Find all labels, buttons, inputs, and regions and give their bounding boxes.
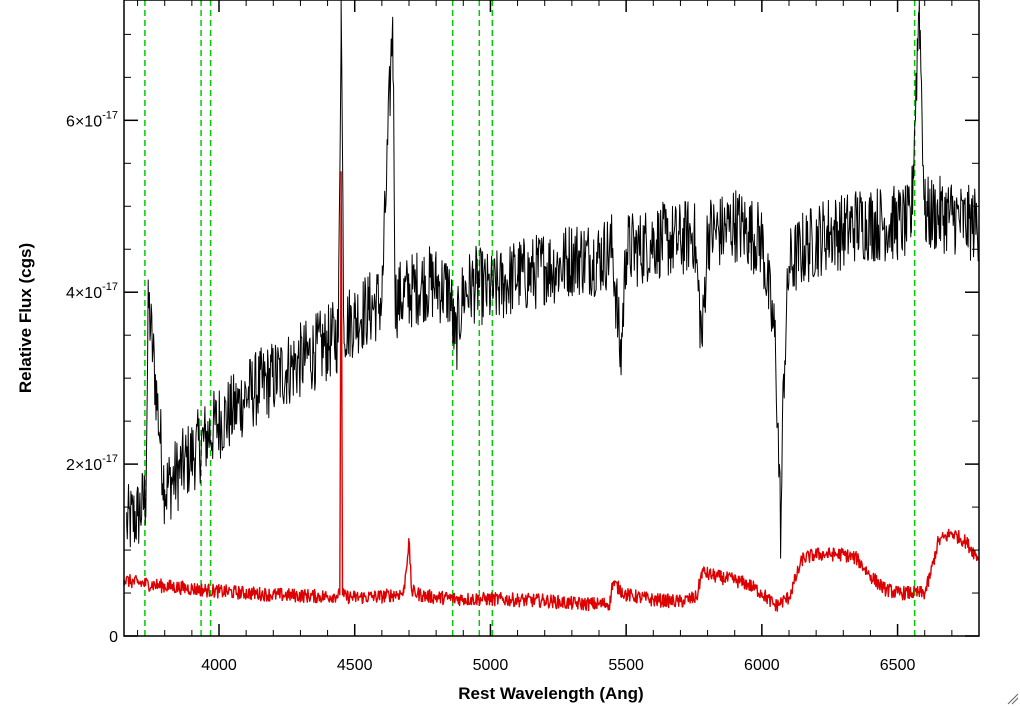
x-tick-label: 5000 <box>473 657 509 674</box>
y-tick-label: 2×10-17 <box>66 453 118 474</box>
y-tick-label: 4×10-17 <box>66 281 118 302</box>
x-axis: 4000 4500 5000 5500 6000 6500 <box>137 0 980 674</box>
emission-line-markers <box>144 0 916 636</box>
y-tick-label: 6×10-17 <box>66 109 118 130</box>
x-axis-title: Rest Wavelength (Ang) <box>458 684 643 703</box>
spectrum-series <box>123 0 980 612</box>
x-tick-label: 6000 <box>744 657 780 674</box>
x-tick-label: 5500 <box>608 657 644 674</box>
plot-frame <box>123 0 980 637</box>
series-line-0 <box>126 0 980 559</box>
resize-grip-icon[interactable] <box>1007 693 1019 705</box>
y-axis: 0 2×10-17 4×10-17 6×10-17 <box>66 33 979 646</box>
series-line-1 <box>123 171 980 612</box>
y-axis-title: Relative Flux (cgs) <box>16 243 35 393</box>
x-tick-label: 6500 <box>880 657 916 674</box>
x-tick-label: 4500 <box>337 657 373 674</box>
y-tick-label: 0 <box>109 629 118 646</box>
x-tick-label: 4000 <box>201 657 237 674</box>
